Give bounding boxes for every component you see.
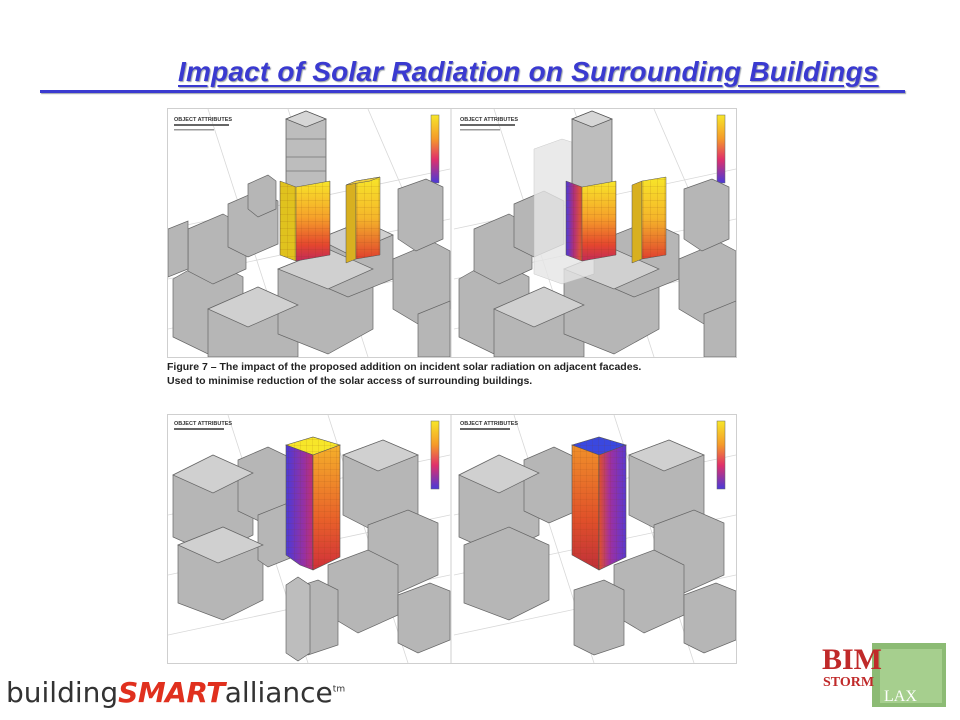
caption-line-2: Used to minimise reduction of the solar … (167, 375, 533, 387)
logo-trademark: tm (332, 684, 346, 695)
logo-text-smart: SMART (118, 676, 225, 709)
buildingsmart-alliance-logo: buildingSMARTalliancetm (6, 676, 345, 716)
panel-header: OBJECT ATTRIBUTES (460, 421, 518, 427)
figure-top: OBJECT ATTRIBUTES (167, 108, 737, 358)
slide-title: Impact of Solar Radiation on Surrounding… (178, 56, 879, 87)
figure-bottom-render: OBJECT ATTRIBUTES (167, 414, 737, 664)
figure-bottom: OBJECT ATTRIBUTES (167, 414, 737, 664)
color-scale-legend (430, 114, 440, 184)
panel-percentage-exposed: OBJECT ATTRIBUTES (453, 414, 737, 664)
title-underline (40, 90, 905, 93)
panel-header: OBJECT ATTRIBUTES (174, 117, 232, 123)
panel-sunlight-hours: OBJECT ATTRIBUTES (167, 414, 451, 664)
logo-text-building: building (6, 676, 119, 709)
color-scale-legend (430, 420, 440, 490)
figure-top-render: OBJECT ATTRIBUTES (167, 108, 737, 358)
storm-text: STORM (823, 675, 874, 690)
logo-text-alliance: alliance (224, 676, 333, 709)
figure-caption: Figure 7 – The impact of the proposed ad… (167, 360, 747, 388)
panel-after-building: OBJECT ATTRIBUTES (453, 108, 737, 358)
lax-text: LAX (884, 688, 917, 705)
panel-original: OBJECT ATTRIBUTES (167, 108, 451, 358)
bimstorm-lax-logo: BIM STORM LAX (820, 641, 946, 707)
caption-line-1: Figure 7 – The impact of the proposed ad… (167, 361, 642, 373)
color-scale-legend (716, 114, 726, 184)
panel-header: OBJECT ATTRIBUTES (174, 421, 232, 427)
color-scale-legend (716, 420, 726, 490)
bim-text: BIM (822, 643, 882, 676)
panel-header: OBJECT ATTRIBUTES (460, 117, 518, 123)
